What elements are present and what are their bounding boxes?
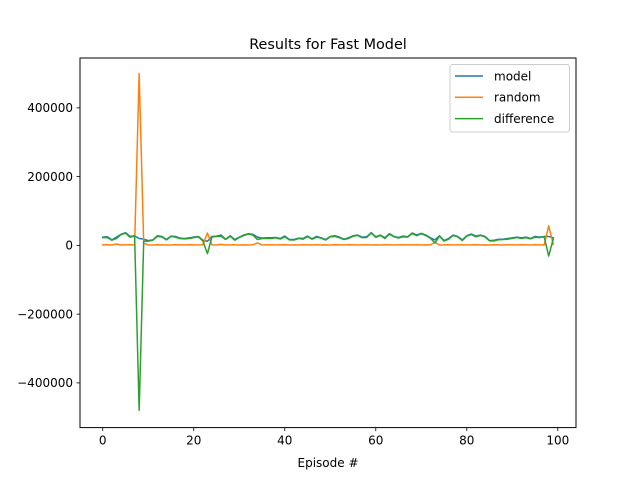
- y-tick-label: 200000: [27, 170, 73, 184]
- x-tick-label: 40: [277, 434, 292, 448]
- series-line-random: [101, 72, 555, 246]
- x-axis: 0 20 40 60 80 100: [99, 427, 569, 448]
- y-tick-label: −400000: [17, 376, 73, 390]
- x-tick-label: 20: [186, 434, 201, 448]
- legend-label-model: model: [494, 69, 531, 83]
- legend: model random difference: [449, 64, 570, 133]
- y-tick-label: 0: [65, 239, 73, 253]
- x-tick-label: 100: [546, 434, 569, 448]
- y-axis: 400000 200000 0 −200000 −400000: [17, 101, 80, 390]
- y-tick-label: 400000: [27, 101, 73, 115]
- x-tick-label: 80: [459, 434, 474, 448]
- x-tick-label: 0: [99, 434, 107, 448]
- plot-frame: [79, 57, 577, 429]
- series-line-difference: [101, 232, 555, 412]
- y-tick-label: −200000: [17, 307, 73, 321]
- x-axis-label: Episode #: [298, 456, 359, 470]
- legend-box: [449, 64, 570, 133]
- chart-title: Results for Fast Model: [249, 37, 407, 53]
- legend-label-difference: difference: [494, 112, 554, 126]
- x-tick-label: 60: [368, 434, 383, 448]
- plot-series: [101, 72, 555, 412]
- legend-label-random: random: [494, 91, 541, 105]
